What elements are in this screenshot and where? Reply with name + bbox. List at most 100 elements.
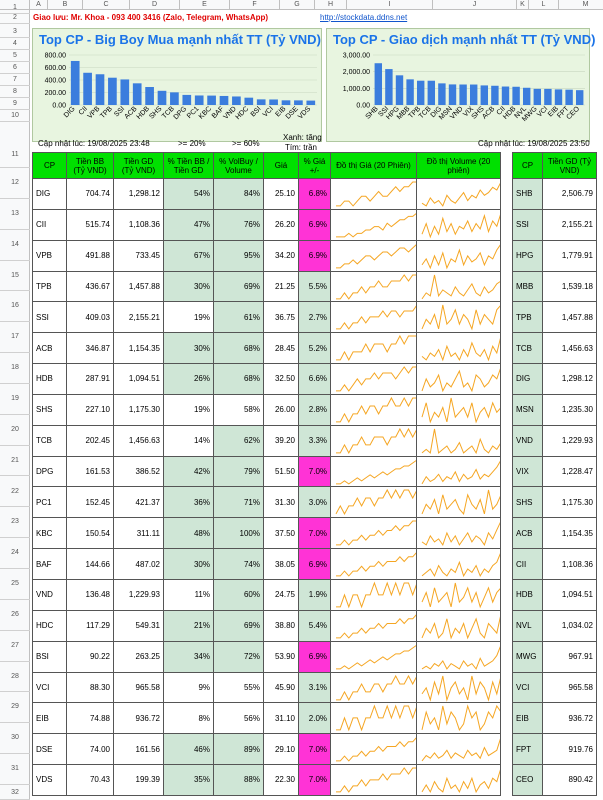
right-cell-tien-gd[interactable]: 1,779.91 — [542, 239, 597, 272]
cell-tien-gd[interactable]: 263.25 — [113, 640, 164, 673]
cell-tien-gd[interactable]: 161.56 — [113, 733, 164, 766]
cell-cp[interactable]: HDB — [32, 363, 67, 395]
header-pct-vol[interactable]: % VolBuy / Volume — [213, 152, 264, 179]
cell-pct-gia[interactable]: 5.5% — [298, 270, 331, 303]
cell-pct-vol[interactable]: 72% — [213, 640, 264, 673]
cell-gia[interactable]: 31.10 — [263, 702, 299, 735]
cell-volume-sparkline[interactable] — [416, 178, 501, 210]
cell-pct-bb[interactable]: 8% — [163, 702, 214, 735]
header-cp[interactable]: CP — [32, 152, 67, 179]
cell-volume-sparkline[interactable] — [416, 239, 501, 272]
cell-tien-gd[interactable]: 199.39 — [113, 764, 164, 796]
header-pct-bb[interactable]: % Tiền BB / Tiền GD — [163, 152, 214, 179]
bar-cii[interactable] — [501, 86, 510, 105]
column-header-a[interactable]: A — [30, 0, 48, 10]
cell-pct-gia[interactable]: 7.0% — [298, 733, 331, 766]
bar-vix[interactable] — [469, 84, 478, 105]
cell-volume-sparkline[interactable] — [416, 455, 501, 488]
cell-pct-gia[interactable]: 7.0% — [298, 517, 331, 550]
right-cell-cp[interactable]: TPB — [512, 301, 543, 334]
cell-pct-gia[interactable]: 2.8% — [298, 393, 331, 426]
cell-volume-sparkline[interactable] — [416, 578, 501, 611]
column-header-d[interactable]: D — [130, 0, 180, 10]
cell-gia[interactable]: 21.25 — [263, 270, 299, 303]
cell-gia[interactable]: 53.90 — [263, 640, 299, 673]
right-cell-cp[interactable]: ACB — [512, 517, 543, 550]
cell-tien-bb[interactable]: 144.66 — [66, 548, 114, 580]
cell-pct-gia[interactable]: 1.9% — [298, 578, 331, 611]
cell-cp[interactable]: SSI — [32, 301, 67, 334]
cell-tien-gd[interactable]: 1,094.51 — [113, 363, 164, 395]
bar-ssi[interactable] — [120, 79, 130, 105]
bar-tpb[interactable] — [108, 77, 117, 105]
cell-pct-vol[interactable]: 56% — [213, 702, 264, 735]
header-pct-gia[interactable]: % Giá +/- — [298, 152, 331, 179]
right-cell-tien-gd[interactable]: 919.76 — [542, 733, 597, 766]
cell-pct-bb[interactable]: 54% — [163, 178, 214, 210]
cell-tien-bb[interactable]: 74.88 — [66, 702, 114, 735]
row-header-30[interactable]: 30 — [0, 723, 30, 755]
cell-volume-sparkline[interactable] — [416, 517, 501, 550]
bar-tcb[interactable] — [170, 92, 179, 105]
bar-mbb[interactable] — [406, 79, 414, 105]
cell-cp[interactable]: BSI — [32, 640, 67, 673]
cell-price-sparkline[interactable] — [330, 517, 417, 550]
right-cell-tien-gd[interactable]: 1,175.30 — [542, 486, 597, 519]
bar-vci[interactable] — [269, 99, 278, 105]
bar-shs[interactable] — [480, 85, 489, 105]
cell-pct-gia[interactable]: 6.9% — [298, 548, 331, 580]
cell-price-sparkline[interactable] — [330, 270, 417, 303]
right-cell-cp[interactable]: SHS — [512, 486, 543, 519]
column-header-b[interactable]: B — [48, 0, 83, 10]
bar-dig[interactable] — [438, 83, 446, 105]
cell-pct-bb[interactable]: 19% — [163, 301, 214, 334]
cell-tien-bb[interactable]: 227.10 — [66, 393, 114, 426]
cell-gia[interactable]: 22.30 — [263, 764, 299, 796]
right-cell-tien-gd[interactable]: 1,108.36 — [542, 548, 597, 580]
cell-gia[interactable]: 34.20 — [263, 239, 299, 272]
row-header-25[interactable]: 25 — [0, 569, 30, 600]
row-header-24[interactable]: 24 — [0, 538, 30, 570]
cell-pct-vol[interactable]: 95% — [213, 239, 264, 272]
cell-tien-bb[interactable]: 136.48 — [66, 578, 114, 611]
cell-pct-bb[interactable]: 30% — [163, 332, 214, 365]
cell-pct-vol[interactable]: 84% — [213, 178, 264, 210]
row-header-14[interactable]: 14 — [0, 230, 30, 261]
column-header-m[interactable]: M — [559, 0, 603, 10]
cell-pct-bb[interactable]: 9% — [163, 671, 214, 704]
row-header-23[interactable]: 23 — [0, 507, 30, 539]
row-header-20[interactable]: 20 — [0, 415, 30, 446]
cell-volume-sparkline[interactable] — [416, 640, 501, 673]
cell-pct-vol[interactable]: 76% — [213, 208, 264, 241]
cell-volume-sparkline[interactable] — [416, 671, 501, 704]
cell-gia[interactable]: 32.50 — [263, 363, 299, 395]
cell-tien-gd[interactable]: 487.02 — [113, 548, 164, 580]
cell-pct-vol[interactable]: 79% — [213, 455, 264, 488]
cell-tien-gd[interactable]: 421.37 — [113, 486, 164, 519]
cell-cp[interactable]: KBC — [32, 517, 67, 550]
right-cell-cp[interactable]: HDB — [512, 578, 543, 611]
cell-price-sparkline[interactable] — [330, 363, 417, 395]
cell-cp[interactable]: DIG — [32, 178, 67, 210]
bar-dig[interactable] — [70, 60, 80, 105]
row-header-27[interactable]: 27 — [0, 631, 30, 662]
right-cell-tien-gd[interactable]: 890.42 — [542, 764, 597, 796]
row-header-6[interactable]: 6 — [0, 62, 30, 74]
cell-cp[interactable]: TCB — [32, 424, 67, 457]
cell-pct-gia[interactable]: 7.0% — [298, 764, 331, 796]
cell-pct-vol[interactable]: 60% — [213, 578, 264, 611]
cell-cp[interactable]: ACB — [32, 332, 67, 365]
cell-tien-gd[interactable]: 936.72 — [113, 702, 164, 735]
row-header-10[interactable]: 10 — [0, 110, 30, 122]
right-cell-tien-gd[interactable]: 965.58 — [542, 671, 597, 704]
bar-shb[interactable] — [374, 63, 383, 105]
cell-pct-vol[interactable]: 58% — [213, 393, 264, 426]
right-cell-cp[interactable]: MSN — [512, 393, 543, 426]
cell-pct-vol[interactable]: 68% — [213, 363, 264, 395]
right-cell-cp[interactable]: MBB — [512, 270, 543, 303]
cell-gia[interactable]: 25.10 — [263, 178, 299, 210]
cell-pct-gia[interactable]: 3.3% — [298, 424, 331, 457]
right-cell-tien-gd[interactable]: 1,034.02 — [542, 609, 597, 642]
right-cell-cp[interactable]: SHB — [512, 178, 543, 210]
cell-pct-vol[interactable]: 55% — [213, 671, 264, 704]
